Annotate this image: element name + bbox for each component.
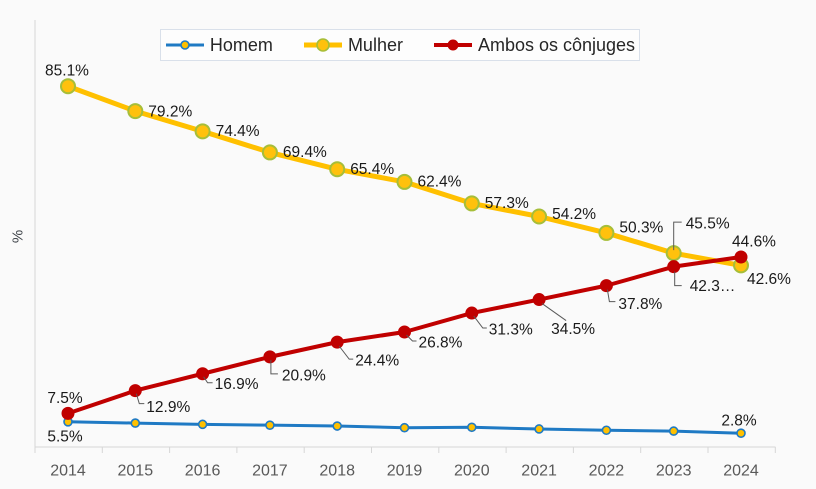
data-label: 7.5% xyxy=(47,390,83,407)
data-label: 2.8% xyxy=(721,413,757,430)
data-label: 74.4% xyxy=(216,123,260,140)
data-label: 57.3% xyxy=(485,195,529,212)
label-leader-line xyxy=(338,345,354,360)
data-label: 65.4% xyxy=(350,161,394,178)
data-point xyxy=(263,350,277,364)
x-axis-label: 2017 xyxy=(252,463,288,480)
data-point xyxy=(531,208,548,225)
x-axis-label: 2016 xyxy=(185,463,221,480)
data-label: 45.5% xyxy=(686,216,730,233)
data-point xyxy=(196,367,210,381)
label-leader-line xyxy=(606,289,616,303)
x-axis-label: 2022 xyxy=(589,463,625,480)
data-label: 54.2% xyxy=(552,206,596,223)
label-leader-line xyxy=(674,271,682,287)
x-axis-label: 2018 xyxy=(319,463,355,480)
data-point xyxy=(465,306,479,320)
data-label: 20.9% xyxy=(282,367,326,384)
data-label: 69.4% xyxy=(283,144,327,161)
label-leader-line xyxy=(673,221,682,251)
data-point xyxy=(61,406,75,420)
homem-line-marker-icon xyxy=(165,40,204,50)
data-label: 26.8% xyxy=(419,335,463,352)
data-point xyxy=(466,422,477,433)
data-point xyxy=(398,325,411,339)
data-label: 79.2% xyxy=(148,104,192,121)
data-point xyxy=(329,161,346,178)
x-axis-label: 2014 xyxy=(50,463,86,480)
data-label: 37.8% xyxy=(618,296,662,313)
data-point xyxy=(463,195,480,212)
data-point xyxy=(128,384,142,398)
legend-item-homem: Homem xyxy=(165,36,273,54)
data-point xyxy=(265,420,275,430)
legend-label-homem: Homem xyxy=(209,35,273,55)
data-point xyxy=(734,250,748,264)
data-point xyxy=(194,123,211,140)
data-label: 50.3% xyxy=(619,219,663,236)
data-point xyxy=(598,224,615,241)
data-point xyxy=(130,418,141,428)
x-axis-label: 2019 xyxy=(387,463,423,480)
label-leader-line xyxy=(406,334,417,342)
data-label: 12.9% xyxy=(146,399,190,416)
data-label: 85.1% xyxy=(45,63,89,80)
legend-label-ambos: Ambos os cônjuges xyxy=(477,35,636,55)
data-point xyxy=(668,426,679,436)
legend: Homem Mulher Ambos os cônjuges xyxy=(160,29,640,61)
x-axis-label: 2024 xyxy=(723,463,759,480)
data-point xyxy=(127,103,144,120)
x-axis-label: 2023 xyxy=(656,463,692,480)
data-point xyxy=(396,173,413,190)
data-label: 62.4% xyxy=(418,173,462,190)
data-point xyxy=(667,260,681,274)
data-point xyxy=(60,78,76,95)
mulher-line-marker-icon xyxy=(303,38,342,52)
x-axis-label: 2021 xyxy=(521,463,557,480)
legend-item-mulher: Mulher xyxy=(303,36,403,54)
x-axis-label: 2015 xyxy=(118,463,154,480)
data-point xyxy=(601,425,612,436)
data-point xyxy=(534,424,544,434)
data-label: 44.6% xyxy=(732,233,776,250)
data-label: 42.3… xyxy=(690,278,736,295)
data-point xyxy=(261,144,278,161)
data-point xyxy=(532,293,546,307)
label-leader-line xyxy=(203,376,213,384)
legend-item-ambos: Ambos os cônjuges xyxy=(433,36,635,54)
data-point xyxy=(197,419,208,430)
x-axis-label: 2020 xyxy=(454,463,490,480)
data-label: 16.9% xyxy=(215,376,259,393)
data-label: 34.5% xyxy=(551,321,595,338)
label-leader-line xyxy=(541,303,567,321)
data-point xyxy=(599,279,613,293)
data-point xyxy=(332,421,343,431)
label-leader-line xyxy=(135,393,145,405)
y-axis-title: % xyxy=(9,229,27,244)
label-leader-line xyxy=(270,359,278,375)
data-label: 31.3% xyxy=(489,322,533,339)
data-label: 24.4% xyxy=(355,353,399,370)
data-point xyxy=(330,335,344,349)
label-leader-line xyxy=(473,315,487,329)
data-point xyxy=(736,428,746,438)
data-label: 5.5% xyxy=(47,428,83,445)
ambos-line-marker-icon xyxy=(433,39,472,51)
data-point xyxy=(399,422,410,433)
data-label: 42.6% xyxy=(747,271,791,288)
legend-label-mulher: Mulher xyxy=(347,35,403,55)
